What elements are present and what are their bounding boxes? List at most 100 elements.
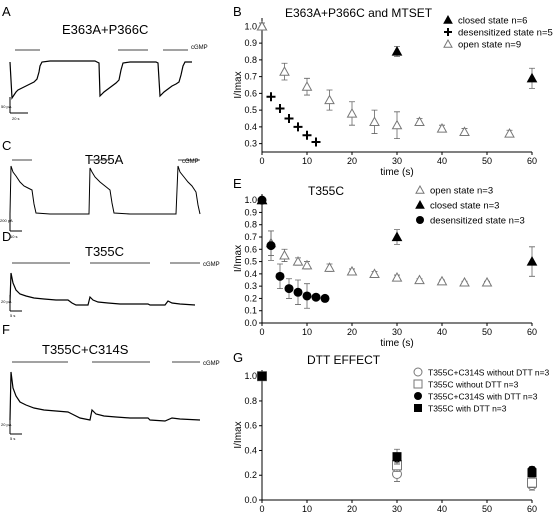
- x-tick-label: 0: [259, 504, 264, 513]
- legend-label: desensitized state n=3: [430, 216, 525, 227]
- y-tick-label: 0.2: [244, 293, 257, 303]
- x-tick-label: 0: [259, 327, 264, 337]
- current-trace: [9, 60, 192, 100]
- data-point: [292, 256, 304, 266]
- scale-label-x: 10 s: [10, 234, 18, 239]
- data-point: [459, 126, 470, 136]
- y-tick-label: 0.7: [244, 232, 257, 242]
- x-tick-label: 30: [392, 156, 402, 166]
- scale-label-y: 20 pA: [1, 299, 12, 304]
- data-point: [301, 259, 313, 270]
- trace-panel-c: [9, 159, 201, 232]
- series-2: [256, 20, 515, 139]
- data-point: [443, 14, 453, 24]
- data-point: [369, 116, 380, 126]
- panel-letter-d: D: [2, 229, 12, 244]
- series-3: [257, 371, 537, 478]
- legend-label: closed state n=3: [430, 201, 499, 212]
- x-tick-label: 20: [347, 327, 357, 337]
- series-2: [257, 195, 330, 309]
- panel-letter-c: C: [2, 138, 12, 153]
- series-1: [266, 92, 321, 147]
- data-point: [436, 275, 448, 286]
- data-point: [526, 256, 538, 266]
- scale-label-x: 5 s: [10, 313, 15, 318]
- y-tick-label: 0.8: [244, 55, 257, 65]
- trace-panel-f: [9, 361, 201, 435]
- x-tick-label: 0: [259, 156, 264, 166]
- data-point: [279, 249, 290, 260]
- data-point: [257, 195, 267, 205]
- data-point: [324, 94, 335, 105]
- cgmp-label: cGMP: [182, 159, 199, 165]
- data-point: [392, 452, 402, 462]
- legend-label: T355C+C314S without DTT n=3: [428, 368, 550, 378]
- data-point: [526, 72, 538, 83]
- data-point: [301, 81, 313, 91]
- x-tick-label: 40: [437, 504, 447, 513]
- y-axis-label: I/Imax: [233, 245, 244, 272]
- data-point: [391, 119, 403, 130]
- scale-label-x: 5 s: [10, 436, 15, 441]
- data-point: [527, 477, 537, 488]
- legend-label: desensitized state n=5: [458, 28, 553, 39]
- cgmp-label: cGMP: [203, 262, 220, 268]
- scale-label-y: 50 pA: [1, 104, 12, 109]
- current-trace: [9, 272, 196, 306]
- x-tick-label: 10: [302, 327, 312, 337]
- data-point: [275, 103, 285, 113]
- current-trace: [9, 165, 201, 215]
- x-tick-label: 50: [482, 504, 492, 513]
- x-tick-label: 20: [347, 504, 357, 513]
- x-tick-label: 60: [527, 327, 537, 337]
- data-point: [346, 107, 358, 118]
- data-point: [275, 271, 285, 281]
- y-axis-label: I/Imax: [233, 421, 244, 448]
- data-point: [414, 116, 425, 126]
- data-point: [302, 130, 312, 140]
- data-point: [414, 404, 422, 412]
- y-tick-label: 0.6: [244, 88, 257, 98]
- data-point: [443, 38, 453, 48]
- y-tick-label: 0.5: [244, 105, 257, 115]
- trace-panel-a: [9, 49, 192, 114]
- data-point: [391, 231, 403, 242]
- data-point: [346, 265, 358, 276]
- data-point: [266, 92, 276, 102]
- y-tick-label: 0.8: [244, 396, 257, 406]
- scale-label-y: 200 pA: [0, 218, 13, 223]
- legend-label: T355C+C314S with DTT n=3: [428, 392, 538, 402]
- data-point: [279, 66, 290, 76]
- y-tick-label: 0.6: [244, 421, 257, 431]
- y-tick-label: 0.7: [244, 72, 257, 82]
- y-tick-label: 1.0: [244, 371, 257, 381]
- data-point: [324, 262, 335, 272]
- data-point: [414, 274, 425, 285]
- data-point: [369, 268, 380, 278]
- data-point: [284, 114, 294, 123]
- data-point: [311, 292, 321, 302]
- data-point: [481, 276, 493, 287]
- y-tick-label: 0.2: [244, 470, 257, 480]
- y-tick-label: 1.0: [244, 21, 257, 31]
- data-point: [415, 199, 425, 209]
- data-point: [284, 284, 294, 294]
- legend-label: open state n=3: [430, 186, 493, 197]
- data-point: [416, 216, 424, 224]
- y-tick-label: 0.0: [244, 318, 257, 328]
- y-tick-label: 0.4: [244, 269, 257, 279]
- x-tick-label: 10: [302, 156, 312, 166]
- x-tick-label: 50: [482, 156, 492, 166]
- x-axis-label: time (s): [380, 167, 413, 178]
- panel-letter-e: E: [233, 176, 242, 191]
- data-point: [391, 272, 403, 282]
- y-tick-label: 0.8: [244, 220, 257, 230]
- x-tick-label: 40: [437, 327, 447, 337]
- data-point: [257, 371, 267, 381]
- y-tick-label: 0.9: [244, 207, 257, 217]
- panel-letter-f: F: [2, 322, 10, 337]
- legend-label: T355C with DTT n=3: [428, 404, 507, 414]
- data-point: [415, 184, 425, 194]
